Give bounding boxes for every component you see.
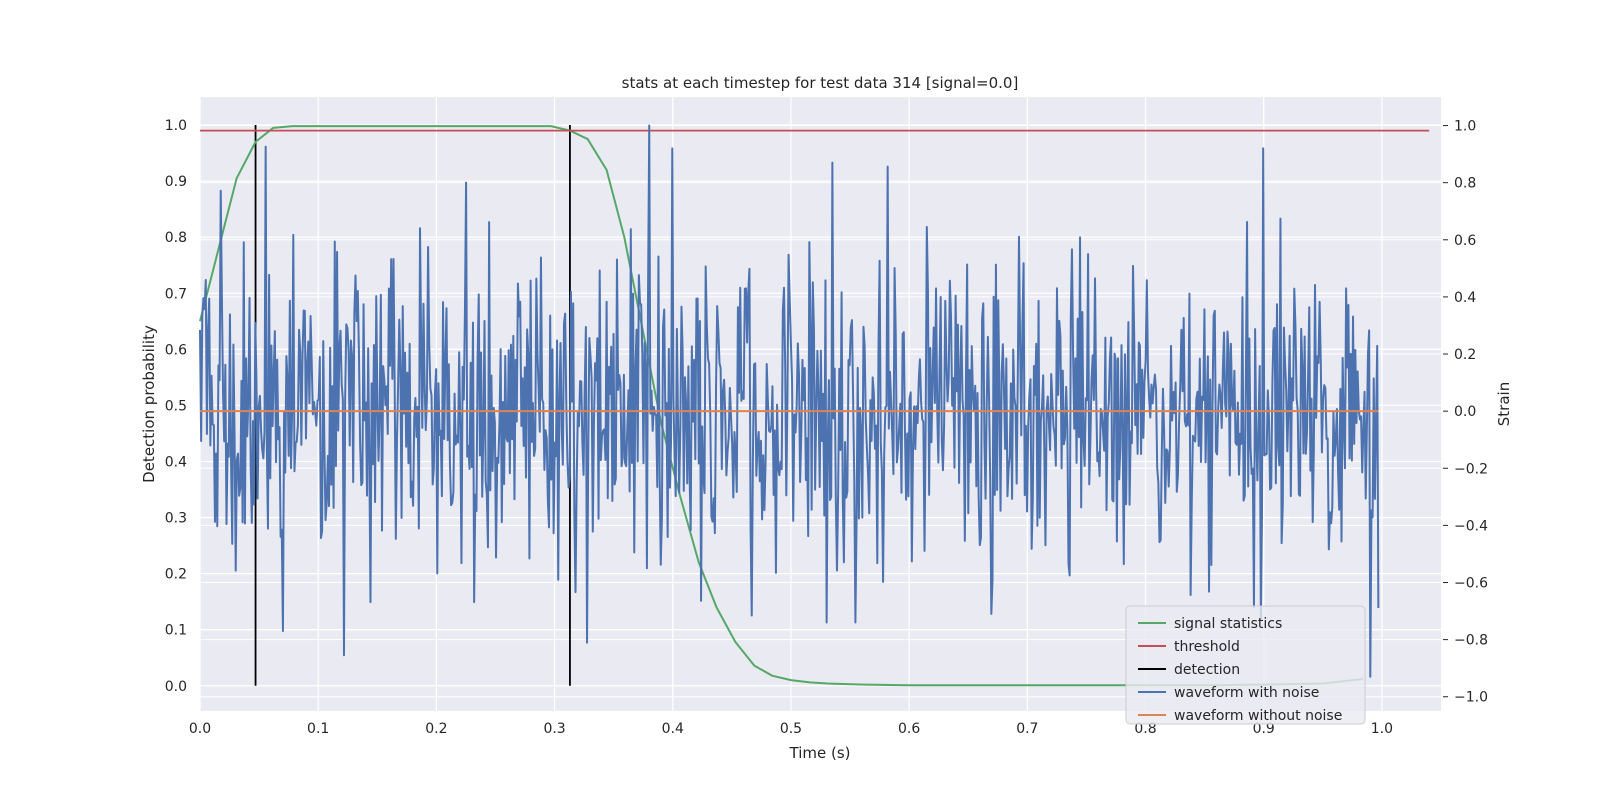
x-tick-label: 0.6	[898, 721, 920, 737]
y-right-tick-label: 1.0	[1454, 119, 1476, 135]
y-right-tick-label: 0.6	[1454, 233, 1476, 249]
y-right-tick-label: −0.6	[1454, 575, 1488, 591]
y-left-tick-label: 0.8	[165, 230, 187, 246]
axes: 0.0 0.1 0.2 0.3 0.4 0.5 0.6 0.7 0.8 0.9 1.0 0.0 0.1 0…	[165, 118, 1488, 737]
y-left-tick-label: 0.2	[165, 567, 187, 583]
x-tick-label: 0.7	[1016, 721, 1038, 737]
y-left-tick-label: 0.3	[165, 511, 187, 527]
x-axis-title: Time (s)	[789, 744, 851, 762]
legend-label: detection	[1174, 662, 1240, 678]
series-signal-statistics	[199, 125, 1364, 687]
y-left-axis-title: Detection probability	[140, 325, 158, 483]
legend-label: waveform with noise	[1174, 685, 1319, 701]
legend-label: signal statistics	[1174, 616, 1282, 632]
legend-label: waveform without noise	[1174, 708, 1342, 724]
chart-title: stats at each timestep for test data 314…	[622, 74, 1019, 92]
series-layer	[199, 124, 1430, 687]
x-tick-label: 1.0	[1371, 721, 1393, 737]
x-tick-label: 0.8	[1134, 721, 1156, 737]
y-right-tick-label: −0.4	[1454, 518, 1488, 534]
x-tick-label: 0.3	[543, 721, 565, 737]
y-left-tick-label: 0.0	[165, 679, 187, 695]
x-tick-label: 0.2	[425, 721, 447, 737]
x-tick-label: 0.4	[662, 721, 684, 737]
x-tick-label: 0.0	[189, 721, 211, 737]
y-left-tick-label: 1.0	[165, 118, 187, 134]
y-left-tick-label: 0.7	[165, 286, 187, 302]
legend: signal statistics threshold detection wavef…	[1125, 605, 1366, 725]
y-left-tick-label: 0.4	[165, 454, 187, 470]
y-left-tick-label: 0.9	[165, 174, 187, 190]
y-right-axis-title: Strain	[1495, 382, 1513, 426]
x-tick-label: 0.5	[780, 721, 802, 737]
y-right-tick-label: −1.0	[1454, 690, 1488, 706]
y-right-tick-label: 0.8	[1454, 176, 1476, 192]
y-left-tick-label: 0.1	[165, 623, 187, 639]
series-waveform-with-noise	[199, 124, 1380, 678]
y-right-tick-label: 0.0	[1454, 404, 1476, 420]
legend-box	[1125, 605, 1366, 725]
x-tick-label: 0.9	[1253, 721, 1275, 737]
y-right-tick-label: 0.2	[1454, 347, 1476, 363]
y-left-tick-label: 0.6	[165, 342, 187, 358]
y-right-tick-label: −0.2	[1454, 461, 1488, 477]
y-left-tick-label: 0.5	[165, 398, 187, 414]
legend-label: threshold	[1174, 639, 1240, 655]
y-right-tick-label: −0.8	[1454, 633, 1488, 649]
x-tick-label: 0.1	[307, 721, 329, 737]
y-right-tick-label: 0.4	[1454, 290, 1476, 306]
